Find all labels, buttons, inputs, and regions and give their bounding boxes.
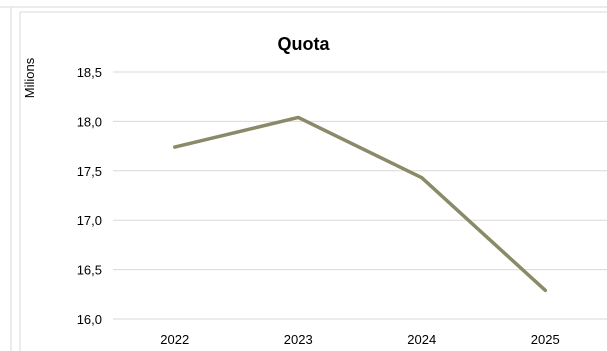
data-point bbox=[296, 115, 300, 119]
x-tick-label: 2025 bbox=[531, 332, 560, 347]
y-tick-label: 16,0 bbox=[77, 312, 102, 327]
y-tick-label: 17,5 bbox=[77, 164, 102, 179]
data-point bbox=[173, 145, 177, 149]
y-tick-label: 17,0 bbox=[77, 213, 102, 228]
y-tick-label: 16,5 bbox=[77, 263, 102, 278]
grid-layer bbox=[113, 71, 607, 320]
x-tick-label: 2024 bbox=[407, 332, 436, 347]
y-tick-label: 18,0 bbox=[77, 114, 102, 129]
y-tick-labels: 16,0 16,5 17,0 17,5 18,0 18,5 bbox=[77, 65, 102, 327]
data-point bbox=[543, 288, 547, 292]
data-point bbox=[420, 176, 424, 180]
chart-title: Quota bbox=[277, 34, 330, 54]
x-tick-label: 2023 bbox=[284, 332, 313, 347]
series-line bbox=[173, 115, 547, 293]
y-axis-label: Milions bbox=[22, 57, 37, 99]
x-tick-label: 2022 bbox=[160, 332, 189, 347]
series-layer bbox=[173, 115, 547, 293]
x-tick-labels: 2022 2023 2024 2025 bbox=[160, 332, 559, 347]
y-tick-label: 18,5 bbox=[77, 65, 102, 80]
